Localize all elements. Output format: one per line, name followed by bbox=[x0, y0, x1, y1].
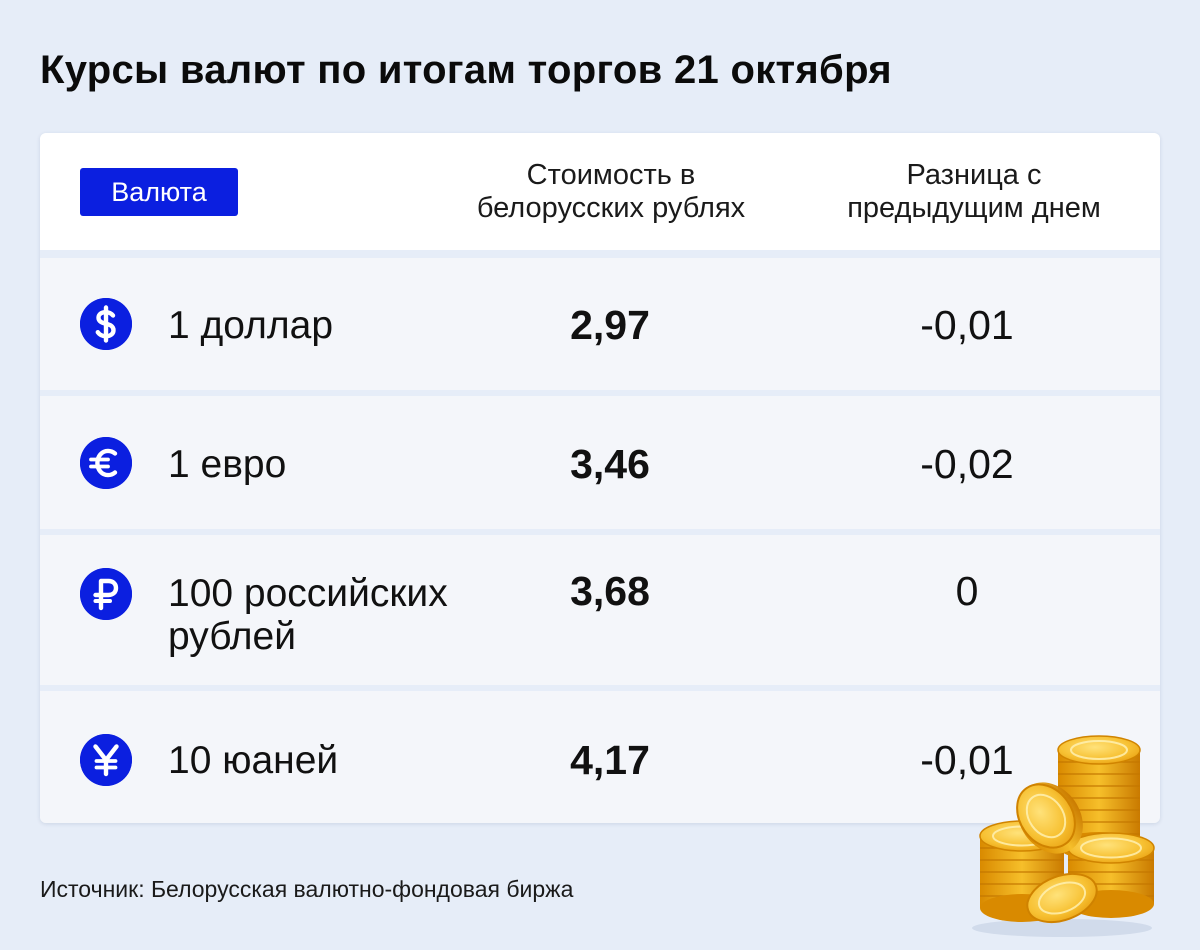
currency-change: -0,01 bbox=[920, 737, 1014, 783]
currency-value: 4,17 bbox=[570, 737, 650, 783]
table-row-ruble: 100 российских рублей 3,68 0 bbox=[40, 535, 1160, 685]
currency-value: 2,97 bbox=[570, 302, 650, 348]
currency-name-line1: 1 доллар bbox=[168, 304, 334, 347]
change-column-header: Разница с предыдущим днем bbox=[794, 159, 1154, 225]
currency-name: 100 российских рублей bbox=[168, 572, 448, 658]
currency-change: 0 bbox=[955, 568, 979, 614]
source-note: Источник: Белорусская валютно-фондовая б… bbox=[40, 876, 574, 902]
table-header: Валюта Стоимость в белорусских рублях Ра… bbox=[40, 133, 1160, 250]
currency-name: 1 доллар bbox=[168, 304, 333, 347]
currency-name-line1: 1 евро bbox=[168, 443, 287, 486]
table-row-yuan: 10 юаней 4,17 -0,01 bbox=[40, 691, 1160, 823]
ruble-icon bbox=[80, 568, 132, 620]
currency-value: 3,46 bbox=[570, 441, 650, 487]
value-column-header-line2: белорусских рублях bbox=[476, 192, 746, 224]
exchange-rate-table: Валюта Стоимость в белорусских рублях Ра… bbox=[40, 133, 1160, 823]
change-column-header-line1: Разница с bbox=[906, 159, 1042, 191]
value-column-header-line1: Стоимость в bbox=[526, 159, 696, 191]
change-column-header-line2: предыдущим днем bbox=[847, 192, 1101, 224]
currency-value: 3,68 bbox=[570, 568, 650, 614]
currency-name: 1 евро bbox=[168, 443, 286, 486]
currency-change: -0,01 bbox=[920, 302, 1014, 348]
value-column-header: Стоимость в белорусских рублях bbox=[433, 159, 789, 225]
coin-stack-illustration bbox=[972, 735, 1155, 937]
table-row-euro: 1 евро 3,46 -0,02 bbox=[40, 396, 1160, 529]
page-title: Курсы валют по итогам торгов 21 октября bbox=[40, 48, 892, 92]
table-row-dollar: 1 доллар 2,97 -0,01 bbox=[40, 258, 1160, 390]
currency-name-line1: 100 российских bbox=[168, 572, 448, 615]
euro-icon bbox=[80, 437, 132, 489]
dollar-icon bbox=[80, 298, 132, 350]
currency-name: 10 юаней bbox=[168, 739, 338, 782]
currency-change: -0,02 bbox=[920, 441, 1014, 487]
yuan-icon bbox=[80, 734, 132, 786]
currency-name-line1: 10 юаней bbox=[168, 739, 339, 782]
currency-column-badge: Валюта bbox=[80, 168, 238, 216]
currency-name-line2: рублей bbox=[168, 615, 297, 658]
